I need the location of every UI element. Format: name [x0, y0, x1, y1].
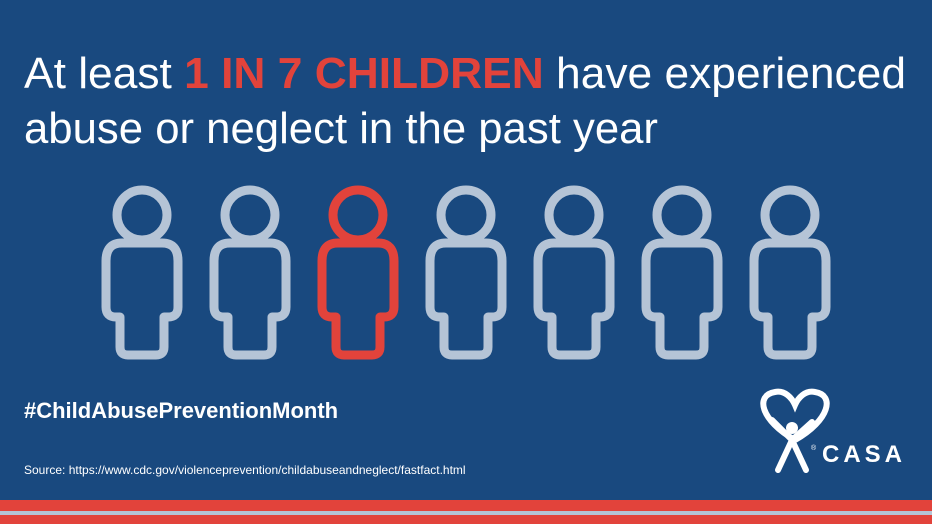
headline-text: At least	[24, 49, 184, 98]
hashtag: #ChildAbusePreventionMonth	[24, 398, 338, 423]
stripe	[0, 515, 932, 524]
source: Source: https://www.cdc.gov/violenceprev…	[24, 463, 466, 477]
stripe	[0, 500, 932, 511]
stripe	[0, 511, 932, 515]
headline-line1: At least 1 IN 7 CHILDREN have experience…	[24, 49, 906, 98]
headline-text: have experienced	[544, 49, 906, 98]
headline-highlight: 1 IN 7 CHILDREN	[184, 49, 544, 98]
logo-name: CASA	[822, 441, 906, 468]
headline-line2: abuse or neglect in the past year	[24, 104, 658, 153]
casa-logo: ® CASA	[760, 388, 906, 473]
logo-mark: ®	[811, 444, 817, 452]
